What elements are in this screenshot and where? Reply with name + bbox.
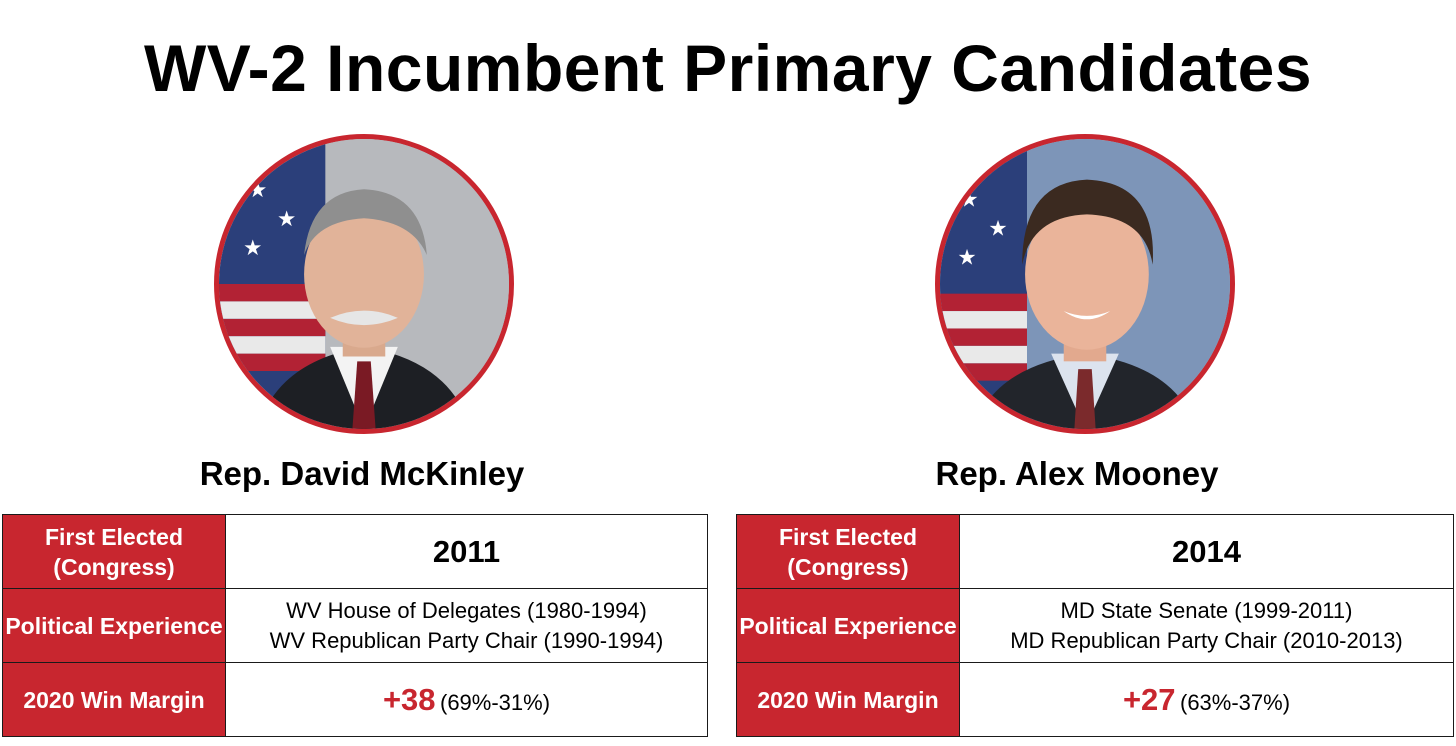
candidate-name: Rep. Alex Mooney [935,455,1219,492]
win-margin-number: +27 [1122,681,1176,717]
win-margin-number: +38 [382,681,436,717]
win-margin-detail: (69%-31%) [440,689,551,715]
first-elected-value: 2011 [225,514,708,589]
win-margin-label: 2020 Win Margin [736,662,960,737]
svg-text:★: ★ [277,207,296,231]
table-row: First Elected (Congress) 2014 [736,514,1454,589]
experience-line: WV House of Delegates (1980-1994) [286,597,647,623]
svg-text:★: ★ [248,178,267,202]
experience-label: Political Experience [736,588,960,663]
svg-text:★: ★ [988,217,1007,241]
svg-text:★: ★ [243,236,262,260]
candidate-info-table: First Elected (Congress) 2011 Political … [2,514,708,737]
win-margin-value: +38 (69%-31%) [225,662,708,737]
candidate-info-table: First Elected (Congress) 2014 Political … [736,514,1454,737]
win-margin-value: +27 (63%-37%) [959,662,1454,737]
win-margin-label: 2020 Win Margin [2,662,226,737]
table-row: Political Experience WV House of Delegat… [2,588,708,663]
win-margin-detail: (63%-37%) [1180,689,1291,715]
table-row: 2020 Win Margin +38 (69%-31%) [2,662,708,737]
table-row: Political Experience MD State Senate (19… [736,588,1454,663]
first-elected-label: First Elected (Congress) [2,514,226,589]
experience-line: MD State Senate (1999-2011) [1060,597,1353,623]
candidate-photo-mooney: ★ ★ ★ [935,134,1235,434]
first-elected-value: 2014 [959,514,1454,589]
experience-label: Political Experience [2,588,226,663]
experience-line: MD Republican Party Chair (2010-2013) [1010,627,1403,653]
svg-text:★: ★ [957,246,976,270]
experience-value: WV House of Delegates (1980-1994) WV Rep… [225,588,708,663]
first-elected-label: First Elected (Congress) [736,514,960,589]
experience-line: WV Republican Party Chair (1990-1994) [269,627,664,653]
table-row: 2020 Win Margin +27 (63%-37%) [736,662,1454,737]
table-row: First Elected (Congress) 2011 [2,514,708,589]
svg-text:★: ★ [959,188,978,212]
experience-value: MD State Senate (1999-2011) MD Republica… [959,588,1454,663]
page-title: WV-2 Incumbent Primary Candidates [143,31,1313,105]
candidate-photo-mckinley: ★ ★ ★ [214,134,514,434]
candidate-name: Rep. David McKinley [199,455,525,492]
